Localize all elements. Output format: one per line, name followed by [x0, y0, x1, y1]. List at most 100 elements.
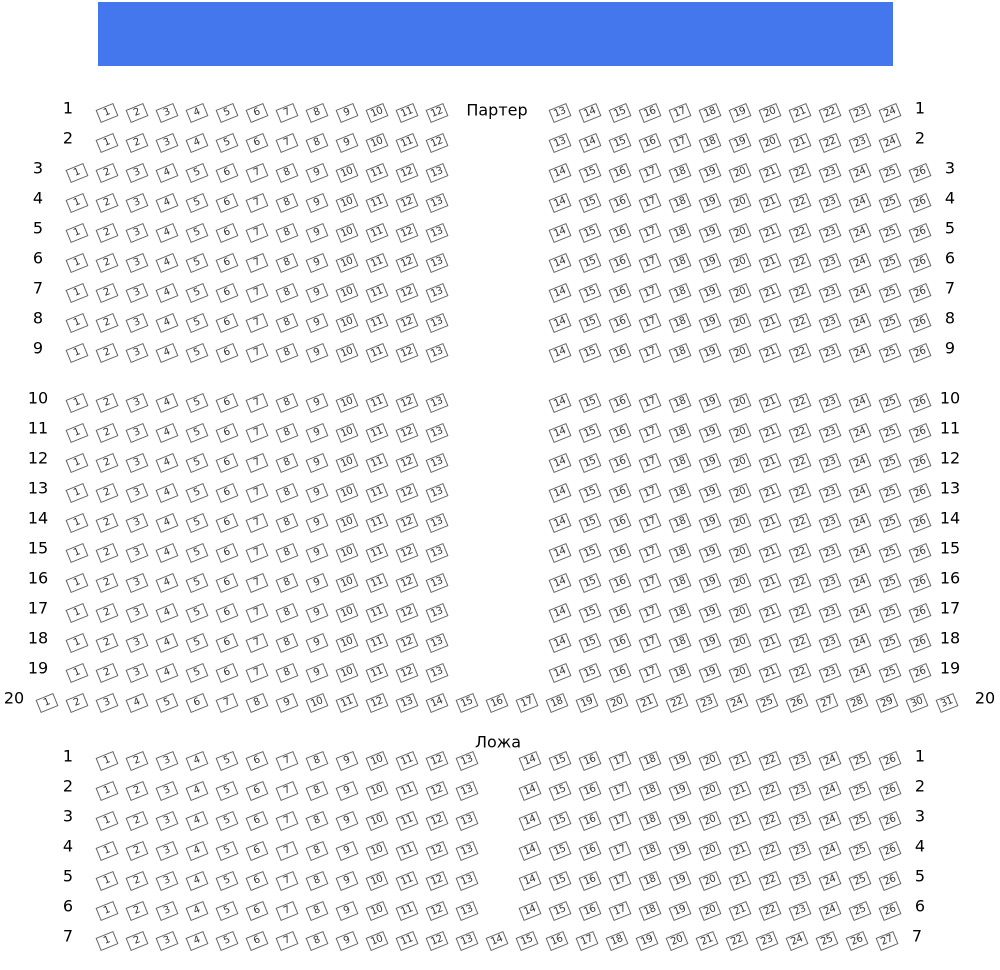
seat-0-18-22[interactable]: 22	[788, 662, 812, 684]
seat-1-6-15[interactable]: 15	[515, 930, 539, 952]
seat-1-1-6[interactable]: 6	[245, 780, 269, 802]
seat-0-9-8[interactable]: 8	[275, 392, 299, 414]
seat-0-0-4[interactable]: 4	[185, 102, 209, 124]
seat-0-7-18[interactable]: 18	[668, 312, 692, 334]
seat-0-10-17[interactable]: 17	[638, 422, 662, 444]
seat-0-7-25[interactable]: 25	[878, 312, 902, 334]
seat-0-5-19[interactable]: 19	[698, 252, 722, 274]
seat-0-19-26[interactable]: 26	[785, 692, 809, 714]
seat-1-6-21[interactable]: 21	[695, 930, 719, 952]
seat-0-15-25[interactable]: 25	[878, 572, 902, 594]
seat-0-11-25[interactable]: 25	[878, 452, 902, 474]
seat-0-1-20[interactable]: 20	[758, 132, 782, 154]
seat-0-3-21[interactable]: 21	[758, 192, 782, 214]
seat-1-4-9[interactable]: 9	[335, 870, 359, 892]
seat-0-4-13[interactable]: 13	[425, 222, 449, 244]
seat-0-17-5[interactable]: 5	[185, 632, 209, 654]
seat-0-9-18[interactable]: 18	[668, 392, 692, 414]
seat-1-2-6[interactable]: 6	[245, 810, 269, 832]
seat-0-12-1[interactable]: 1	[65, 482, 89, 504]
seat-1-5-19[interactable]: 19	[668, 900, 692, 922]
seat-1-2-21[interactable]: 21	[728, 810, 752, 832]
seat-0-9-17[interactable]: 17	[638, 392, 662, 414]
seat-1-1-21[interactable]: 21	[728, 780, 752, 802]
seat-0-18-2[interactable]: 2	[95, 662, 119, 684]
seat-1-3-3[interactable]: 3	[155, 840, 179, 862]
seat-0-2-18[interactable]: 18	[668, 162, 692, 184]
seat-1-3-8[interactable]: 8	[305, 840, 329, 862]
seat-0-11-15[interactable]: 15	[578, 452, 602, 474]
seat-0-0-15[interactable]: 15	[608, 102, 632, 124]
seat-0-13-2[interactable]: 2	[95, 512, 119, 534]
seat-0-19-6[interactable]: 6	[185, 692, 209, 714]
seat-0-15-13[interactable]: 13	[425, 572, 449, 594]
seat-0-10-22[interactable]: 22	[788, 422, 812, 444]
seat-0-7-13[interactable]: 13	[425, 312, 449, 334]
seat-0-3-16[interactable]: 16	[608, 192, 632, 214]
seat-0-18-8[interactable]: 8	[275, 662, 299, 684]
seat-0-8-20[interactable]: 20	[728, 342, 752, 364]
seat-0-9-12[interactable]: 12	[395, 392, 419, 414]
seat-0-0-8[interactable]: 8	[305, 102, 329, 124]
seat-0-4-1[interactable]: 1	[65, 222, 89, 244]
seat-0-4-14[interactable]: 14	[548, 222, 572, 244]
seat-0-10-3[interactable]: 3	[125, 422, 149, 444]
seat-0-2-19[interactable]: 19	[698, 162, 722, 184]
seat-0-7-5[interactable]: 5	[185, 312, 209, 334]
seat-0-14-9[interactable]: 9	[305, 542, 329, 564]
seat-1-0-8[interactable]: 8	[305, 750, 329, 772]
seat-1-5-8[interactable]: 8	[305, 900, 329, 922]
seat-0-19-12[interactable]: 12	[365, 692, 389, 714]
seat-1-1-14[interactable]: 14	[518, 780, 542, 802]
seat-1-4-16[interactable]: 16	[578, 870, 602, 892]
seat-0-14-11[interactable]: 11	[365, 542, 389, 564]
seat-0-18-1[interactable]: 1	[65, 662, 89, 684]
seat-0-13-11[interactable]: 11	[365, 512, 389, 534]
seat-0-8-3[interactable]: 3	[125, 342, 149, 364]
seat-0-19-22[interactable]: 22	[665, 692, 689, 714]
seat-1-4-20[interactable]: 20	[698, 870, 722, 892]
seat-0-8-10[interactable]: 10	[335, 342, 359, 364]
seat-0-14-18[interactable]: 18	[668, 542, 692, 564]
seat-0-12-10[interactable]: 10	[335, 482, 359, 504]
seat-0-14-2[interactable]: 2	[95, 542, 119, 564]
seat-1-1-9[interactable]: 9	[335, 780, 359, 802]
seat-0-3-23[interactable]: 23	[818, 192, 842, 214]
seat-1-6-7[interactable]: 7	[275, 930, 299, 952]
seat-0-1-6[interactable]: 6	[245, 132, 269, 154]
seat-1-1-10[interactable]: 10	[365, 780, 389, 802]
seat-1-2-11[interactable]: 11	[395, 810, 419, 832]
seat-0-17-23[interactable]: 23	[818, 632, 842, 654]
seat-0-9-13[interactable]: 13	[425, 392, 449, 414]
seat-0-3-12[interactable]: 12	[395, 192, 419, 214]
seat-0-16-3[interactable]: 3	[125, 602, 149, 624]
seat-0-1-3[interactable]: 3	[155, 132, 179, 154]
seat-1-4-24[interactable]: 24	[818, 870, 842, 892]
seat-0-16-16[interactable]: 16	[608, 602, 632, 624]
seat-0-1-12[interactable]: 12	[425, 132, 449, 154]
seat-1-0-12[interactable]: 12	[425, 750, 449, 772]
seat-1-3-15[interactable]: 15	[548, 840, 572, 862]
seat-0-19-23[interactable]: 23	[695, 692, 719, 714]
seat-0-19-29[interactable]: 29	[875, 692, 899, 714]
seat-1-6-8[interactable]: 8	[305, 930, 329, 952]
seat-1-4-14[interactable]: 14	[518, 870, 542, 892]
seat-1-5-12[interactable]: 12	[425, 900, 449, 922]
seat-0-17-12[interactable]: 12	[395, 632, 419, 654]
seat-0-19-5[interactable]: 5	[155, 692, 179, 714]
seat-1-6-10[interactable]: 10	[365, 930, 389, 952]
seat-0-19-13[interactable]: 13	[395, 692, 419, 714]
seat-0-18-10[interactable]: 10	[335, 662, 359, 684]
seat-0-19-16[interactable]: 16	[485, 692, 509, 714]
seat-0-17-19[interactable]: 19	[698, 632, 722, 654]
seat-1-5-23[interactable]: 23	[788, 900, 812, 922]
seat-0-0-24[interactable]: 24	[878, 102, 902, 124]
seat-0-13-26[interactable]: 26	[908, 512, 932, 534]
seat-0-6-9[interactable]: 9	[305, 282, 329, 304]
seat-0-4-6[interactable]: 6	[215, 222, 239, 244]
seat-0-0-21[interactable]: 21	[788, 102, 812, 124]
seat-0-6-19[interactable]: 19	[698, 282, 722, 304]
seat-1-1-3[interactable]: 3	[155, 780, 179, 802]
seat-0-1-8[interactable]: 8	[305, 132, 329, 154]
seat-0-4-5[interactable]: 5	[185, 222, 209, 244]
